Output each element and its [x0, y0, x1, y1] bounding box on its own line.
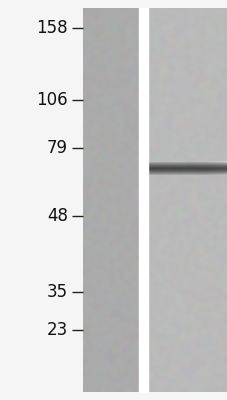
- Text: 158: 158: [36, 19, 68, 37]
- Bar: [138, 8, 147, 392]
- Text: 106: 106: [36, 91, 68, 109]
- Text: 35: 35: [47, 283, 68, 301]
- Text: 48: 48: [47, 207, 68, 225]
- Text: 79: 79: [47, 139, 68, 157]
- Text: 23: 23: [47, 321, 68, 339]
